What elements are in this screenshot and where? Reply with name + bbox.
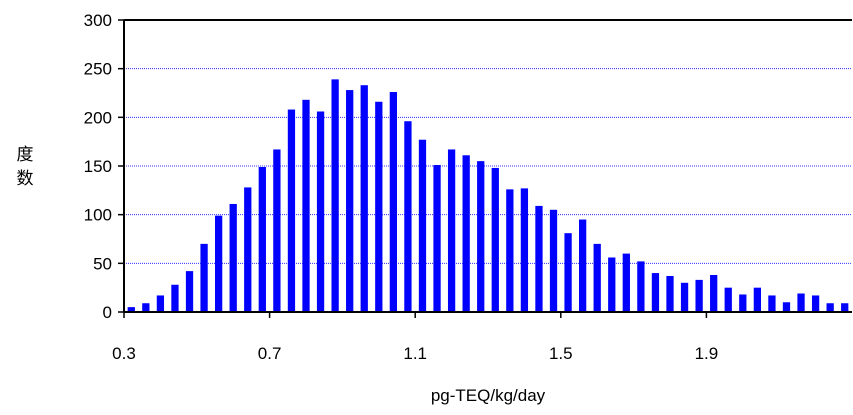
bar — [418, 139, 427, 312]
bar — [739, 294, 747, 312]
bar — [142, 303, 150, 312]
x-tick-label: 0.3 — [112, 344, 136, 363]
bar — [375, 101, 383, 312]
y-tick-labels: 0 50 100 150 200 250 300 — [84, 11, 112, 322]
bar — [331, 79, 339, 312]
y-tick-label: 250 — [84, 60, 112, 79]
gridlines — [124, 68, 852, 264]
x-tick-label: 1.9 — [695, 344, 719, 363]
bar — [491, 167, 499, 312]
y-tick-label: 200 — [84, 108, 112, 127]
bar — [404, 121, 412, 312]
axes — [118, 19, 852, 318]
bar — [520, 188, 529, 312]
bar — [273, 149, 281, 312]
bar — [622, 253, 630, 312]
bar — [768, 295, 776, 312]
bar — [433, 165, 441, 312]
bar — [244, 187, 252, 312]
bars — [127, 79, 849, 313]
x-axis-title: pg-TEQ/kg/day — [431, 386, 546, 405]
bar — [637, 261, 645, 312]
y-axis-title-char: 度 — [17, 145, 34, 165]
bar — [200, 243, 208, 312]
x-tick-labels: 0.3 0.7 1.1 1.5 1.9 — [112, 344, 718, 363]
bar — [535, 205, 543, 312]
y-axis-title: 度数 — [17, 145, 34, 189]
bar — [506, 189, 514, 312]
y-tick-label: 0 — [103, 303, 112, 322]
y-tick-label: 150 — [84, 157, 112, 176]
x-tick-label: 0.7 — [258, 344, 282, 363]
bar — [797, 293, 805, 312]
bar — [549, 209, 558, 312]
bar — [724, 287, 732, 312]
bar — [171, 284, 179, 312]
bar — [316, 111, 325, 312]
bar — [680, 282, 689, 312]
bar — [462, 155, 470, 312]
bar — [156, 295, 165, 312]
bar — [287, 109, 296, 313]
bar — [185, 271, 194, 312]
bar — [826, 303, 834, 312]
bar — [608, 257, 616, 312]
bar — [841, 303, 849, 312]
bar — [710, 275, 718, 312]
bar — [447, 149, 456, 312]
bar — [782, 302, 791, 312]
bar — [593, 243, 601, 312]
bar — [666, 275, 674, 312]
bar — [564, 233, 572, 312]
bar — [229, 203, 237, 312]
bar — [811, 295, 820, 312]
bar — [346, 90, 354, 312]
bar — [651, 273, 660, 312]
bar — [753, 287, 761, 312]
y-tick-label: 100 — [84, 206, 112, 225]
bar — [127, 307, 135, 312]
bar — [579, 219, 587, 312]
y-axis-title-char: 数 — [17, 169, 34, 189]
bar — [258, 166, 266, 312]
x-tick-label: 1.5 — [549, 344, 573, 363]
bar — [477, 161, 485, 312]
y-tick-label: 50 — [93, 254, 112, 273]
bar — [695, 279, 703, 312]
bar — [215, 215, 223, 312]
x-tick-label: 1.1 — [403, 344, 427, 363]
y-tick-label: 300 — [84, 11, 112, 30]
bar — [360, 85, 368, 312]
bar — [302, 99, 310, 313]
bar — [389, 92, 397, 312]
